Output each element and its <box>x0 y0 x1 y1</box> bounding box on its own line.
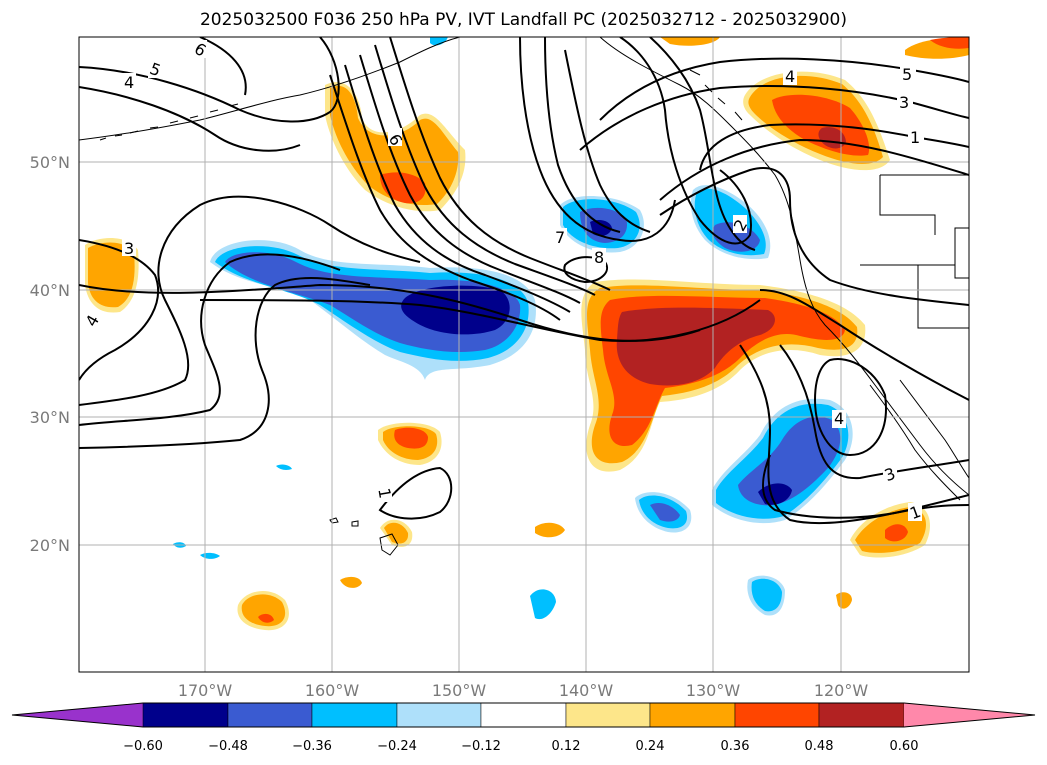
anomaly-pos-se-mid <box>885 524 908 542</box>
colorbar-tick: −0.48 <box>208 739 248 754</box>
contour-line <box>79 239 160 381</box>
lon-label-160w: 160°W <box>305 681 360 700</box>
lon-label-140w: 140°W <box>559 681 614 700</box>
ivt-contours <box>79 37 969 525</box>
contour-line <box>79 195 421 406</box>
lat-label-20n: 20°N <box>30 536 70 555</box>
gulf-of-california <box>899 379 969 479</box>
lon-label-130w: 130°W <box>686 681 741 700</box>
colorbar-bin <box>480 702 567 728</box>
alaska-panhandle-islands <box>689 69 743 121</box>
anomaly-pos-corner-mid <box>930 37 969 49</box>
contour-line <box>79 86 301 152</box>
contour-label-3-west: 3 <box>124 239 134 258</box>
contour-line <box>199 37 247 96</box>
contour-label-4-nw: 4 <box>124 73 134 92</box>
contour-line <box>579 84 969 151</box>
contour-line <box>659 138 969 201</box>
colorbar-bin <box>142 702 229 728</box>
colorbar-tick: −0.36 <box>292 739 332 754</box>
contour-line <box>659 167 969 306</box>
contour-line <box>359 54 581 304</box>
anomaly-neg-small1-mid <box>650 503 680 522</box>
anomaly-neg-north-strong <box>590 220 612 236</box>
lat-label-50n: 50°N <box>30 153 70 172</box>
lat-label-30n: 30°N <box>30 408 70 427</box>
contour-line <box>759 289 969 401</box>
contour-line <box>544 37 621 233</box>
contour-line <box>813 358 887 457</box>
anomaly-pos-top <box>660 37 720 46</box>
contour-line <box>79 276 371 449</box>
colorbar-bin <box>311 702 398 728</box>
colorbar-outline <box>11 702 1036 728</box>
contour-line <box>374 44 596 296</box>
anomaly-neg-small2-light <box>751 578 782 612</box>
contour-label-3-ne: 3 <box>899 93 909 112</box>
contour-label-1-ne: 1 <box>910 128 920 147</box>
colorbar-tick: 0.36 <box>721 739 750 754</box>
colorbar-tick: 0.48 <box>805 739 834 754</box>
lat-label-40n: 40°N <box>30 281 70 300</box>
colorbar-bin <box>227 702 313 728</box>
contour-line <box>762 454 969 519</box>
lon-label-150w: 150°W <box>432 681 487 700</box>
contour-line <box>344 64 571 313</box>
contour-line <box>599 57 969 121</box>
anomaly-pos-sw-mid <box>258 613 274 623</box>
contour-line <box>519 37 676 242</box>
colorbar-tick: 0.60 <box>890 739 919 754</box>
contour-line <box>699 123 969 171</box>
anomaly-neg-small3 <box>530 589 556 620</box>
map-title: 2025032500 F036 250 hPa PV, IVT Landfall… <box>199 10 847 30</box>
colorbar-tick: 0.24 <box>636 739 665 754</box>
aleutian-islands <box>99 103 239 141</box>
contour-line <box>79 253 341 426</box>
colorbar-over-arrow <box>904 703 1035 727</box>
lon-label-120w: 120°W <box>814 681 869 700</box>
anomaly-pos-hawaii-light <box>384 522 409 544</box>
anomaly-pos-sw-light <box>241 594 286 627</box>
contour-labels: 6 5 4 6 3 4 7 8 2 4 5 3 1 4 3 1 1 <box>82 39 924 523</box>
contour-line <box>564 49 651 233</box>
colorbar-tick: −0.24 <box>377 739 417 754</box>
colorbar-bin <box>734 702 820 728</box>
colorbar-tick: −0.60 <box>123 739 163 754</box>
anomaly-pos-east-strong <box>616 307 775 386</box>
contour-label-7: 7 <box>555 228 565 247</box>
contour-label-8: 8 <box>594 248 604 267</box>
colorbar-bin <box>396 702 482 728</box>
contour-line <box>779 344 969 480</box>
lon-label-170w: 170°W <box>178 681 233 700</box>
colorbar-tick: 0.12 <box>552 739 581 754</box>
anomaly-neg-small4 <box>430 37 448 46</box>
anomaly-neg-small6 <box>276 464 292 470</box>
contour-line <box>563 256 608 284</box>
alaska-coast <box>79 37 461 141</box>
anomaly-pos-small3 <box>836 592 852 609</box>
contour-line <box>378 466 453 520</box>
gridlines <box>79 37 969 672</box>
colorbar-bin <box>818 702 905 728</box>
contour-line <box>329 74 561 321</box>
contour-label-4-se: 4 <box>834 409 844 428</box>
colorbar-under-arrow <box>12 703 143 727</box>
contour-label-5-ne: 5 <box>902 65 912 84</box>
baja-california <box>869 384 961 501</box>
colorbar: −0.60 −0.48 −0.36 −0.24 −0.12 0.12 0.24 … <box>11 702 1036 754</box>
contour-line <box>199 299 761 342</box>
contour-label-1-hawaii: 1 <box>374 487 394 500</box>
colorbar-bin <box>649 702 736 728</box>
map-frame <box>78 36 970 673</box>
anomaly-pos-small2 <box>535 522 565 538</box>
contour-line <box>389 37 611 291</box>
contour-label-4-goa: 4 <box>785 67 795 86</box>
hawaii-islands <box>329 517 399 556</box>
colorbar-tick: −0.12 <box>461 739 501 754</box>
state-borders <box>860 175 969 329</box>
anomaly-pos-small1 <box>340 576 362 588</box>
anomaly-pos-hawaii-n-mid <box>394 427 428 449</box>
colorbar-bin <box>565 702 651 728</box>
